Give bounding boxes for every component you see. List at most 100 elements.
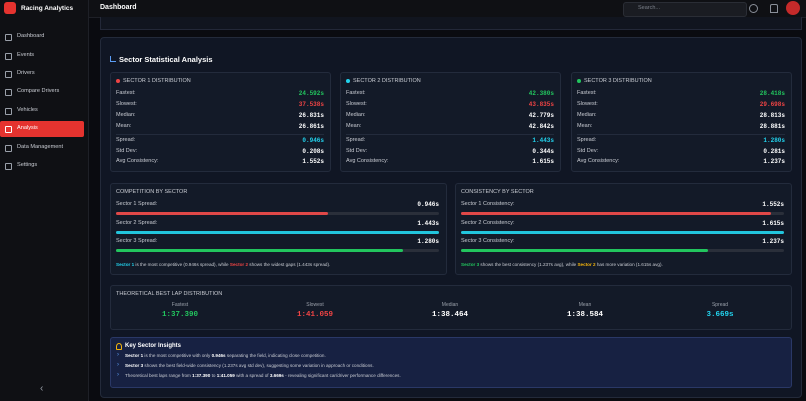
nav-item[interactable]: Events	[17, 52, 35, 58]
lap-label: Median	[441, 302, 459, 308]
lap-value: 1:38.584	[566, 311, 603, 319]
sector-title: SECTOR 3 DISTRIBUTION	[584, 78, 652, 84]
bar-label: Sector 1 Consistency:	[461, 201, 515, 207]
text-part: Sector 2	[577, 262, 596, 267]
brand: Racing Analytics	[21, 5, 74, 12]
stat-value: 42.380s	[528, 90, 554, 97]
insights-title: Key Sector Insights	[125, 343, 182, 349]
divider	[577, 134, 785, 135]
text-part: 3.669s	[269, 373, 284, 378]
divider	[116, 134, 324, 135]
bar-value: 1.280s	[417, 238, 439, 245]
bar	[461, 230, 784, 234]
stat-label: Median:	[577, 112, 597, 118]
stat-value: 1.280s	[763, 137, 785, 144]
bar-value: 0.946s	[417, 201, 439, 208]
panel-title: CONSISTENCY BY SECTOR	[461, 189, 534, 195]
lap-label: Spread	[711, 302, 729, 308]
nav-icon	[5, 163, 12, 170]
bar-value: 1.552s	[762, 201, 784, 208]
nav-active-bg[interactable]	[0, 121, 84, 137]
bar-label: Sector 3 Consistency:	[461, 238, 515, 244]
sector-dot	[116, 79, 120, 83]
bar-label: Sector 2 Spread:	[116, 219, 158, 226]
text-part: Sector 3	[461, 262, 480, 267]
bar	[116, 230, 439, 234]
arrow-icon: ›	[117, 362, 119, 368]
panel	[110, 285, 792, 330]
section-title: Sector Statistical Analysis	[119, 55, 213, 64]
bar	[116, 212, 328, 215]
lap-value: 1:37.390	[161, 311, 198, 319]
arrow-icon: ›	[117, 372, 119, 378]
stat-value: 42.779s	[528, 112, 554, 119]
stat-value: 0.344s	[532, 148, 554, 155]
search-box[interactable]	[623, 2, 747, 17]
stat-value: 42.842s	[528, 123, 554, 130]
bar-label: Sector 3 Spread:	[116, 238, 158, 244]
stat-label: Fastest:	[577, 90, 597, 96]
text-part: shows the widest gaps (1.443s spread).	[248, 262, 331, 267]
nav-item[interactable]: Compare Drivers	[17, 88, 60, 94]
text-part: shows the best field-wide consistency (1…	[143, 363, 374, 368]
divider	[346, 134, 554, 135]
text-part: Sector 3	[125, 363, 144, 368]
text-part: is the most competitive with only	[143, 353, 212, 358]
stat-value: 24.592s	[298, 90, 324, 97]
bar	[461, 249, 709, 252]
bulb-icon	[116, 343, 122, 350]
settings-icon[interactable]	[749, 4, 758, 13]
stat-value: 26.861s	[298, 123, 324, 130]
insight-item: Sector 3 shows the best field-wide consi…	[125, 363, 374, 368]
stat-label: Std Dev:	[346, 148, 368, 154]
notification-icon[interactable]	[770, 4, 778, 13]
panel-note: Sector 1 is the most competitive (0.946s…	[116, 262, 330, 267]
stat-label: Std Dev:	[577, 148, 599, 154]
prev-card	[100, 17, 802, 30]
nav-icon	[5, 53, 12, 60]
sector-card	[340, 72, 561, 172]
text-part: 1:37.390	[192, 373, 211, 378]
nav-icon	[5, 89, 12, 96]
stat-label: Std Dev:	[116, 148, 138, 154]
avatar[interactable]	[786, 1, 800, 15]
nav-item[interactable]: Drivers	[17, 70, 35, 76]
text-part: has more variation (1.615s avg).	[595, 262, 663, 267]
text-part: - revealing significant car/driver perfo…	[283, 373, 401, 378]
nav-item[interactable]: Settings	[17, 162, 38, 168]
sector-title: SECTOR 1 DISTRIBUTION	[123, 78, 191, 84]
chart-icon	[110, 56, 116, 62]
nav-item[interactable]: Vehicles	[17, 107, 38, 113]
collapse-button[interactable]: ‹	[40, 383, 44, 394]
nav-icon	[5, 108, 12, 115]
nav-item[interactable]: Analysis	[17, 125, 38, 131]
panel-title: THEORETICAL BEST LAP DISTRIBUTION	[116, 291, 223, 297]
bar	[116, 249, 403, 252]
text-part: Sector 2	[229, 262, 249, 267]
text-part: shows the best consistency (1.237s avg),…	[479, 262, 578, 267]
text-part: 0.946s	[211, 353, 226, 358]
panel	[455, 183, 792, 275]
text-part: is the most competitive (0.946s spread),…	[134, 262, 230, 267]
lap-label: Fastest	[171, 302, 189, 308]
stat-value: 1.552s	[302, 158, 324, 165]
stat-label: Median:	[116, 112, 136, 118]
stat-value: 29.698s	[759, 101, 785, 108]
bar-label: Sector 1 Spread:	[116, 201, 158, 207]
stat-label: Spread:	[577, 137, 597, 143]
bar-value: 1.615s	[762, 219, 784, 227]
nav-item[interactable]: Data Management	[17, 144, 64, 150]
lap-value: 1:38.464	[431, 311, 468, 319]
stat-value: 0.208s	[302, 148, 324, 155]
stat-label: Avg Consistency:	[116, 158, 159, 164]
stat-label: Mean:	[116, 123, 132, 129]
stat-value: 28.418s	[759, 90, 785, 97]
stat-value: 28.813s	[759, 112, 785, 119]
stat-value: 1.443s	[532, 137, 554, 144]
stat-label: Fastest:	[116, 90, 136, 96]
panel	[110, 183, 447, 275]
sector-dot	[346, 79, 350, 83]
nav-item[interactable]: Dashboard	[17, 33, 45, 39]
search-placeholder: Search...	[638, 5, 661, 11]
